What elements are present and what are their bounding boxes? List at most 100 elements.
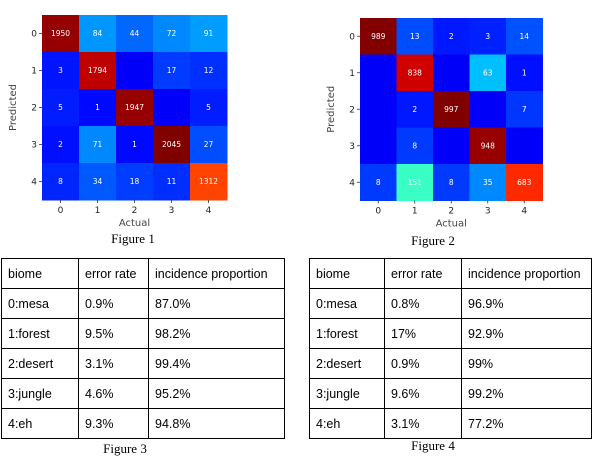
x-tick-label: 2 xyxy=(132,206,138,216)
heatmap-cell xyxy=(433,54,470,92)
heatmap-cell xyxy=(396,91,434,128)
y-tick-label: 4 xyxy=(31,178,37,188)
heatmap-cell xyxy=(190,52,228,90)
heatmap-cell xyxy=(79,15,117,53)
table-cell: 9.5% xyxy=(78,318,149,349)
table-cell: 3.1% xyxy=(78,348,149,379)
heatmap-cell xyxy=(79,126,117,164)
y-tick-label: 4 xyxy=(349,178,355,188)
cell-value-label: 5 xyxy=(58,103,63,112)
figure-2-caption: Figure 2 xyxy=(411,233,455,248)
cell-value-label: 1947 xyxy=(125,103,144,112)
heatmap-cell xyxy=(79,163,117,201)
cell-value-label: 2 xyxy=(412,105,417,114)
heatmap-cell xyxy=(433,127,470,165)
figure-1-panel: 1950 84 44 72 91 3 1794 17 12 5 1 1947 5 2 71 1 2045 27 8 3… xyxy=(0,0,260,232)
cell-value-label: 91 xyxy=(204,29,214,38)
cell-value-label: 34 xyxy=(93,177,103,186)
cell-value-label: 8 xyxy=(412,141,417,150)
cell-value-label: 71 xyxy=(93,140,103,149)
table-row: 1:forest 17% 92.9% xyxy=(309,318,592,349)
y-tick-label: 2 xyxy=(31,104,37,114)
table-cell: 0:mesa xyxy=(1,288,79,319)
x-tick-label: 4 xyxy=(206,206,212,216)
header-row: biome error rate incidence proportion xyxy=(1,258,285,289)
table-cell: 87.0% xyxy=(148,288,285,319)
heatmap-cell xyxy=(469,54,507,92)
table-cell: 98.2% xyxy=(148,318,285,349)
cell-value-label: 151 xyxy=(408,178,423,187)
heatmap-cell xyxy=(42,89,80,127)
table-cell: 99.4% xyxy=(148,348,285,379)
cell-value-label: 1 xyxy=(132,140,137,149)
cell-value-label: 7 xyxy=(522,105,527,114)
heatmap-cell xyxy=(360,18,397,55)
table-row: 0:mesa 0.8% 96.9% xyxy=(309,288,592,319)
heatmap-cell xyxy=(79,52,117,90)
table-cell: 96.9% xyxy=(461,288,592,319)
heatmap-cell xyxy=(433,91,470,128)
cell-value-label: 838 xyxy=(408,68,423,77)
heatmap-cell xyxy=(116,89,154,127)
x-tick-label: 1 xyxy=(412,207,418,217)
cell-value-label: 2045 xyxy=(162,140,181,149)
table-cell: 3:jungle xyxy=(309,378,385,409)
heatmap-cell xyxy=(190,163,228,201)
table-cell: 95.2% xyxy=(148,378,285,409)
heatmap-cell xyxy=(469,91,507,128)
cell-value-label: 14 xyxy=(519,32,529,41)
cell-value-label: 84 xyxy=(93,29,103,38)
y-axis-label: Predicted xyxy=(8,84,19,131)
heatmap-cell xyxy=(469,127,507,165)
table-cell: 0:mesa xyxy=(309,288,385,319)
cell-value-label: 12 xyxy=(204,66,214,75)
cell-value-label: 11 xyxy=(167,177,177,186)
x-axis-label: Actual xyxy=(436,219,467,230)
cell-value-label: 3 xyxy=(58,66,63,75)
cell-value-label: 8 xyxy=(58,177,63,186)
heatmap-cell xyxy=(360,54,397,92)
table-cell: 9.6% xyxy=(384,378,462,409)
heatmap-cell xyxy=(433,18,470,55)
cell-value-label: 8 xyxy=(449,178,454,187)
cell-value-label: 1312 xyxy=(199,177,218,186)
column-header: error rate xyxy=(78,258,149,289)
table-cell: 2:desert xyxy=(1,348,79,379)
heatmap-cell xyxy=(42,52,80,90)
heatmap-cell xyxy=(469,18,507,55)
heatmap-cell xyxy=(190,126,228,164)
heatmap-cell xyxy=(116,15,154,53)
cell-value-label: 683 xyxy=(517,178,532,187)
cell-value-label: 948 xyxy=(481,141,496,150)
y-tick-label: 3 xyxy=(31,141,37,151)
table-cell: 0.9% xyxy=(78,288,149,319)
cell-value-label: 13 xyxy=(410,32,420,41)
cell-value-label: 44 xyxy=(130,29,140,38)
x-tick-label: 2 xyxy=(448,207,454,217)
x-tick-label: 0 xyxy=(375,207,381,217)
table-cell: 4:eh xyxy=(309,408,385,439)
figure-1-caption: Figure 1 xyxy=(111,231,155,246)
metrics-table-2: biome error rate incidence proportion 0:mes… xyxy=(309,258,592,439)
heatmap-cell xyxy=(506,18,543,55)
heatmap-cell xyxy=(42,15,80,53)
table-cell: 99.2% xyxy=(461,378,592,409)
table-row: 3:jungle 9.6% 99.2% xyxy=(309,378,592,409)
heatmap-cell xyxy=(79,89,117,127)
figure-3-caption: Figure 3 xyxy=(103,441,147,456)
y-tick-label: 3 xyxy=(349,142,355,152)
heatmap-cell xyxy=(433,164,470,201)
table-cell: 3:jungle xyxy=(1,378,79,409)
cell-value-label: 2 xyxy=(449,32,454,41)
table-row: 4:eh 3.1% 77.2% xyxy=(309,408,592,439)
table-cell: 77.2% xyxy=(461,408,592,439)
cell-value-label: 3 xyxy=(485,32,490,41)
table-cell: 2:desert xyxy=(309,348,385,379)
heatmap-cell xyxy=(153,52,191,90)
table-row: 4:eh 9.3% 94.8% xyxy=(1,408,285,439)
table-cell: 1:forest xyxy=(1,318,79,349)
heatmap-cell xyxy=(153,126,191,164)
y-tick-label: 1 xyxy=(349,69,355,79)
cell-value-label: 1794 xyxy=(88,66,107,75)
table-cell: 94.8% xyxy=(148,408,285,439)
